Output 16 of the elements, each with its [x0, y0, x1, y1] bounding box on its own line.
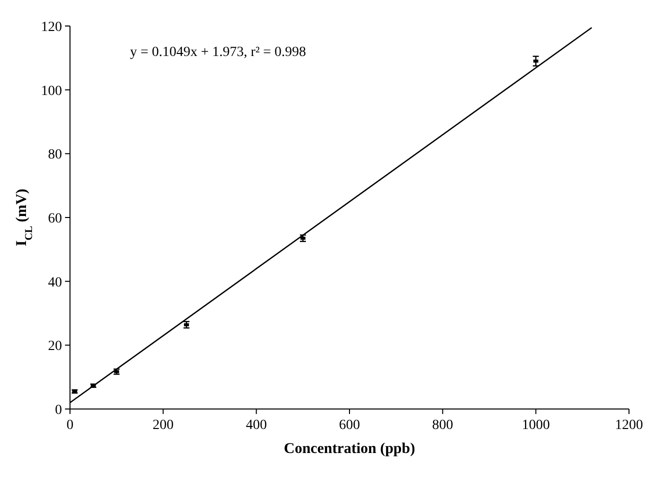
- y-tick-label: 0: [55, 403, 62, 418]
- y-tick-label: 60: [48, 212, 62, 226]
- x-tick-label: 1000: [522, 418, 550, 433]
- x-tick-label: 400: [246, 418, 267, 433]
- y-tick-label: 80: [48, 148, 62, 163]
- y-tick-label: 40: [48, 275, 62, 290]
- y-tick-label: 100: [41, 84, 62, 99]
- y-tick-label: 120: [41, 20, 62, 35]
- x-tick-label: 0: [66, 418, 74, 433]
- x-tick-label: 1200: [615, 418, 643, 433]
- x-tick-label: 200: [152, 418, 174, 433]
- x-tick-label: 800: [432, 418, 454, 433]
- x-axis-title: Concentration (ppb): [284, 441, 416, 457]
- y-tick-label: 20: [48, 339, 62, 354]
- x-tick-label: 600: [339, 418, 360, 433]
- annotation: y = 0.1049x + 1.973, r² = 0.998: [130, 45, 306, 60]
